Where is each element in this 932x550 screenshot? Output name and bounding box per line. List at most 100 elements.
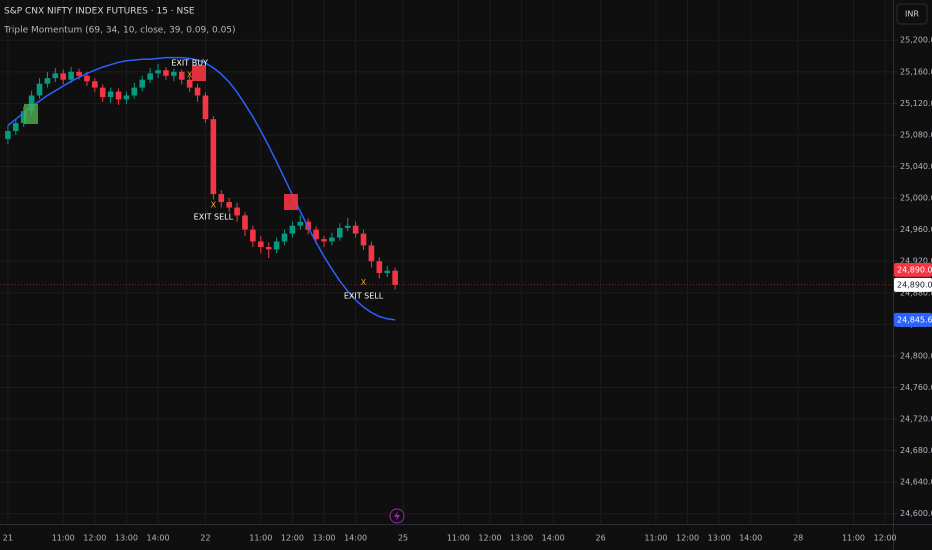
x-tick-label: 28 (793, 534, 803, 543)
price-label: 24,890.00 (897, 265, 932, 274)
candle-body (186, 79, 193, 88)
candle-body (210, 119, 217, 195)
x-tick-label: 26 (596, 534, 606, 543)
candle-body (68, 71, 74, 80)
candle-body (131, 87, 138, 96)
x-tick-label: 11:00 (644, 534, 667, 543)
candle-body (28, 95, 35, 112)
x-tick-label: 13:00 (510, 534, 533, 543)
candle-body (36, 83, 43, 96)
buy-marker (24, 104, 38, 124)
candle-body (368, 245, 375, 262)
currency[interactable]: INR (905, 10, 919, 19)
annotation: EXIT SELL (344, 291, 384, 300)
indicator-label: Triple Momentum (69, 34, 10, close, 39, … (3, 26, 236, 36)
candle-body (139, 79, 146, 88)
price-label-box (894, 312, 932, 327)
candle-body (52, 73, 59, 79)
y-tick-label: 24,640.00 (900, 478, 932, 487)
candle-body (313, 229, 319, 240)
candle-body (123, 95, 130, 100)
y-tick-label: 25,120.00 (900, 99, 932, 108)
sell-marker (284, 194, 298, 210)
x-tick-label: 12:00 (478, 534, 501, 543)
price-label-box (894, 277, 932, 292)
candle-body (155, 70, 161, 74)
price-label: 24,845.67 (897, 315, 932, 324)
x-tick-label: 14:00 (739, 534, 762, 543)
x-tick-label: 13:00 (708, 534, 731, 543)
candle-body (194, 87, 201, 96)
candle-body (337, 228, 343, 238)
candle-body (297, 221, 304, 226)
candle-body (76, 71, 82, 76)
labels: 25,200.00 25,160.00 25,120.00 25,080.00 25,0… (3, 36, 932, 543)
candle-body (257, 241, 264, 248)
candle-body (273, 241, 280, 250)
x-tick-label: 12:00 (676, 534, 699, 543)
y-tick-label: 24,880.00 (900, 288, 932, 297)
currency-button[interactable] (896, 3, 928, 25)
indicator-line (7, 56, 396, 321)
candle-body (344, 225, 351, 229)
candle-body (147, 73, 153, 80)
candle-body (329, 237, 335, 242)
candle-body (242, 215, 248, 230)
candle-body (226, 202, 232, 208)
candle-body (281, 233, 288, 242)
y-tick-label: 25,080.00 (900, 130, 932, 139)
candle-body (44, 78, 51, 84)
candle-body (218, 194, 225, 203)
y-tick-label: 25,040.00 (900, 162, 932, 171)
candle-body (20, 111, 27, 124)
y-tick-label: 24,600.00 (900, 509, 932, 518)
price-label: 24,890.00 (897, 280, 932, 289)
annotation: X (361, 278, 367, 287)
event-bolt (394, 511, 400, 521)
annotation: X (187, 70, 193, 79)
y-tick-label: 25,160.00 (900, 67, 932, 76)
x-tick-label: 13:00 (115, 534, 138, 543)
x-tick-label: 14:00 (542, 534, 565, 543)
candle-body (352, 225, 359, 234)
x-tick-label: 22 (200, 534, 210, 543)
x-tick-label: 12:00 (83, 534, 106, 543)
candle-body (360, 233, 367, 246)
y-tick-label: 24,960.00 (900, 225, 932, 234)
candle-body (99, 87, 106, 98)
annotation: EXIT SELL (194, 213, 234, 222)
x-tick-label: 21 (3, 534, 13, 543)
candle-body (234, 207, 240, 216)
candle-body (5, 131, 11, 139)
candle-body (115, 91, 122, 100)
y-tick-label: 24,920.00 (900, 257, 932, 266)
candle-body (92, 81, 98, 88)
x-tick-label: 11:00 (842, 534, 865, 543)
y-tick-label: 25,000.00 (900, 194, 932, 203)
candle-body (289, 225, 296, 234)
x-tick-label: 14:00 (344, 534, 367, 543)
x-tick-label: 11:00 (447, 534, 470, 543)
candle-body (250, 229, 256, 242)
chart-title: S&P CNX NIFTY INDEX FUTURES · 15 · NSE (4, 7, 195, 17)
candle-body (84, 75, 90, 82)
grid (0, 0, 893, 524)
candle-body (265, 247, 272, 250)
candle-body (60, 73, 67, 80)
candle-body (202, 95, 209, 120)
candle-body (178, 71, 185, 80)
x-tick-label: 13:00 (312, 534, 335, 543)
plot-area (0, 56, 893, 321)
y-tick-label: 24,760.00 (900, 383, 932, 392)
x-tick-label: 12:00 (281, 534, 304, 543)
x-tick-label: 25 (398, 534, 408, 543)
x-tick-label: 14:00 (147, 534, 170, 543)
x-tick-label: 11:00 (52, 534, 75, 543)
x-tick-label: 12:00 (874, 534, 897, 543)
price-label-box (894, 262, 932, 277)
candle-body (384, 270, 391, 274)
candle-body (107, 91, 114, 98)
